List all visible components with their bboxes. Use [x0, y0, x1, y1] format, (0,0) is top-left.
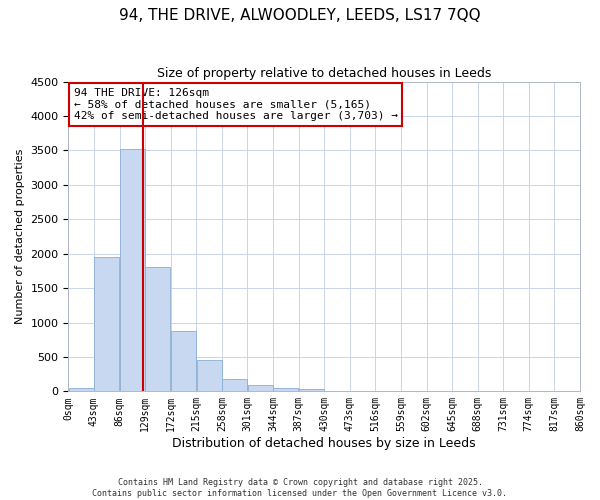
Bar [273, 388, 298, 392]
Y-axis label: Number of detached properties: Number of detached properties [15, 149, 25, 324]
Bar [171, 332, 196, 392]
Text: 94 THE DRIVE: 126sqm
← 58% of detached houses are smaller (5,165)
42% of semi-de: 94 THE DRIVE: 126sqm ← 58% of detached h… [74, 88, 398, 121]
Bar [222, 380, 247, 392]
Bar [299, 390, 324, 392]
X-axis label: Distribution of detached houses by size in Leeds: Distribution of detached houses by size … [172, 437, 476, 450]
Bar [68, 388, 94, 392]
Title: Size of property relative to detached houses in Leeds: Size of property relative to detached ho… [157, 68, 491, 80]
Bar [197, 360, 221, 392]
Text: Contains HM Land Registry data © Crown copyright and database right 2025.
Contai: Contains HM Land Registry data © Crown c… [92, 478, 508, 498]
Bar [145, 268, 170, 392]
Bar [248, 385, 273, 392]
Text: 94, THE DRIVE, ALWOODLEY, LEEDS, LS17 7QQ: 94, THE DRIVE, ALWOODLEY, LEEDS, LS17 7Q… [119, 8, 481, 22]
Bar [94, 257, 119, 392]
Bar [120, 149, 145, 392]
